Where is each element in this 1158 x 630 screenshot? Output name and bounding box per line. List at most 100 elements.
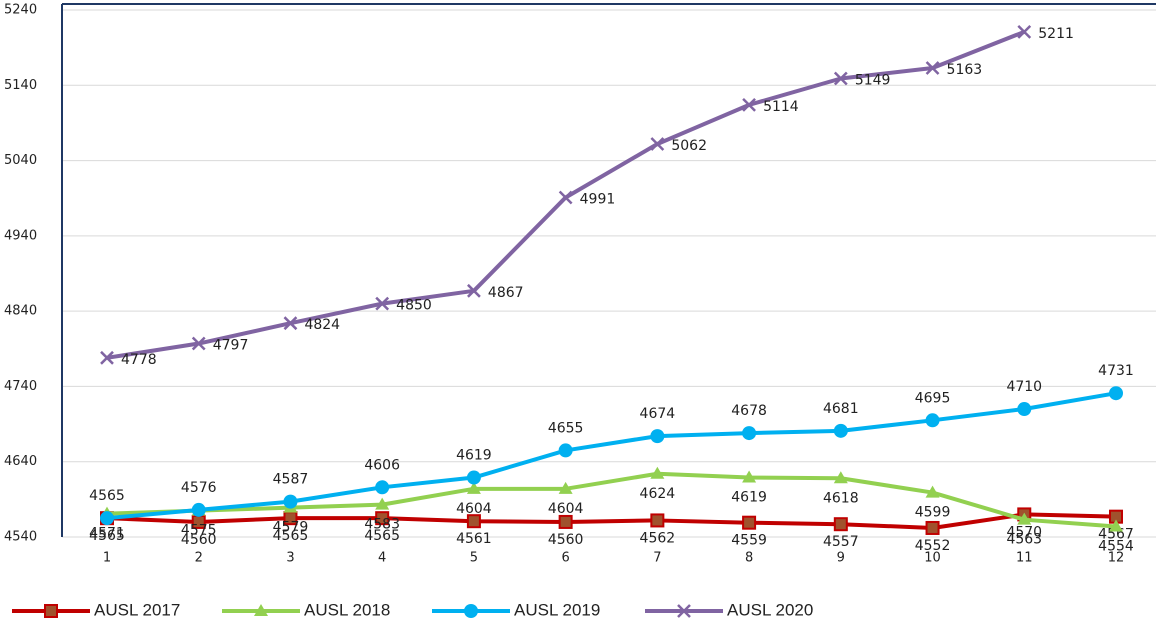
legend-label: AUSL 2017 [94, 600, 180, 619]
data-label: 4583 [364, 517, 400, 533]
data-label: 4552 [915, 538, 951, 554]
data-label: 4731 [1098, 363, 1134, 379]
y-tick-label: 5140 [4, 78, 37, 93]
data-point [100, 350, 114, 365]
data-label: 4571 [89, 526, 125, 542]
data-label: 4557 [823, 534, 859, 550]
data-point [375, 480, 390, 495]
data-label: 4565 [89, 488, 125, 504]
y-tick-label: 4840 [4, 304, 37, 319]
legend-item: AUSL 2020 [645, 600, 813, 619]
x-tick-label: 9 [837, 551, 845, 566]
x-tick-label: 8 [745, 551, 753, 566]
data-label: 5149 [855, 73, 891, 89]
x-tick-label: 5 [470, 551, 478, 566]
data-label: 5211 [1038, 26, 1074, 42]
data-label: 5114 [763, 99, 799, 115]
data-label: 4619 [731, 490, 767, 506]
data-label: 4565 [364, 528, 400, 544]
data-label: 4619 [456, 448, 492, 464]
data-point [650, 513, 665, 528]
data-label: 4867 [488, 285, 524, 301]
data-point [1017, 402, 1032, 417]
data-point [925, 61, 940, 75]
y-tick-label: 5040 [4, 153, 37, 168]
data-label: 4991 [580, 191, 616, 207]
x-tick-label: 3 [286, 551, 294, 566]
x-tick-label: 1 [103, 551, 111, 566]
x-tick-label: 6 [561, 551, 569, 566]
data-point [742, 515, 757, 530]
data-label: 4559 [731, 533, 767, 549]
data-point [558, 514, 573, 529]
data-label: 4695 [915, 390, 951, 406]
series: 4778 4797 4824 4850 4867 4991 5062 5114 5149 5163… [100, 24, 1074, 368]
series-line [106, 471, 1117, 529]
data-point [1109, 386, 1123, 401]
data-point [833, 517, 848, 532]
data-label: 4824 [304, 317, 340, 333]
data-point [375, 497, 390, 510]
legend-marker [677, 604, 691, 618]
data-point [742, 97, 756, 112]
data-point [1017, 512, 1032, 525]
data-label: 5062 [671, 138, 707, 154]
data-point [925, 485, 940, 498]
series: 4565 4576 4587 4606 4619 4655 4674 4678 4681 4695… [89, 363, 1134, 526]
legend-item: AUSL 2017 [12, 600, 180, 619]
data-point [191, 336, 206, 351]
data-point [466, 470, 481, 485]
data-label: 4562 [640, 530, 676, 546]
data-label: 5163 [947, 62, 983, 78]
data-point [925, 520, 940, 535]
legend-marker [464, 604, 478, 618]
data-label: 4570 [1006, 524, 1042, 540]
data-label: 4561 [456, 531, 492, 547]
data-label: 4606 [364, 457, 400, 473]
data-point [466, 481, 481, 494]
data-label: 4565 [273, 528, 309, 544]
series: 4565 4560 4565 4565 4561 4560 4562 4559 4557 4552… [89, 507, 1134, 554]
data-point [833, 423, 848, 438]
legend-marker [44, 604, 58, 618]
x-tick-label: 10 [924, 551, 941, 566]
x-tick-label: 4 [378, 551, 386, 566]
data-label: 4604 [548, 501, 584, 517]
y-tick-label: 4740 [4, 379, 37, 394]
y-tick-label: 4940 [4, 228, 37, 243]
data-label: 4567 [1098, 527, 1134, 543]
data-label: 4560 [548, 532, 584, 548]
data-point [1017, 24, 1032, 39]
data-label: 4678 [731, 403, 767, 419]
x-tick-label: 2 [195, 551, 203, 566]
data-point [558, 481, 573, 494]
data-point [742, 426, 757, 441]
data-label: 4576 [181, 480, 217, 496]
legend-marker [254, 604, 268, 616]
legend-label: AUSL 2019 [514, 600, 600, 619]
legend-item: AUSL 2019 [432, 600, 600, 619]
data-label: 4624 [640, 486, 676, 502]
data-label: 4618 [823, 490, 859, 506]
data-label: 4778 [121, 352, 157, 368]
series: 4571 4575 4579 4583 4604 4604 4624 4619 4618 4599… [89, 466, 1134, 554]
data-label: 4850 [396, 298, 432, 314]
data-point [191, 502, 206, 517]
y-tick-label: 4640 [4, 454, 37, 469]
data-point [558, 190, 573, 205]
data-point [650, 137, 665, 151]
data-label: 4579 [273, 520, 309, 536]
data-point [283, 494, 298, 509]
series-line [106, 391, 1117, 521]
y-tick-label: 5240 [4, 3, 37, 18]
data-label: 4565 [89, 528, 125, 544]
data-point [467, 283, 481, 298]
data-label: 4599 [915, 505, 951, 521]
data-point [375, 296, 390, 311]
series-line [106, 512, 1117, 530]
data-label: 4797 [213, 338, 249, 354]
data-point [925, 413, 940, 428]
x-tick-label: 12 [1108, 551, 1125, 566]
legend-label: AUSL 2018 [304, 600, 390, 619]
